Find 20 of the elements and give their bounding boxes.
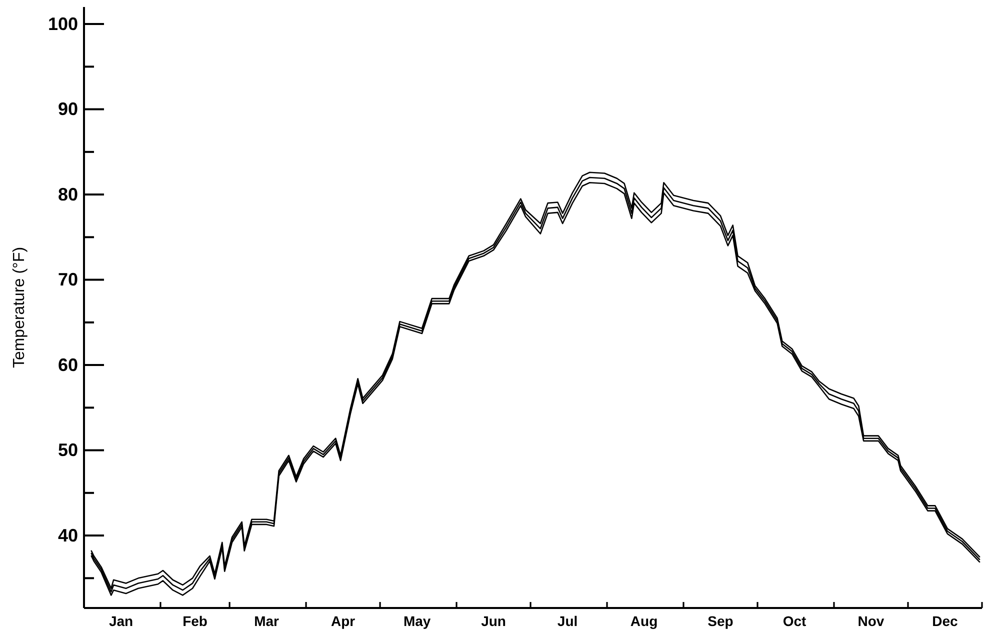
- x-tick-label: Feb: [182, 612, 208, 629]
- x-tick-label: Aug: [630, 612, 658, 629]
- y-tick-label: 70: [58, 270, 78, 290]
- x-tick-label: Mar: [254, 612, 280, 629]
- x-tick-label: Jul: [557, 612, 578, 629]
- x-tick-label: Dec: [932, 612, 958, 629]
- x-tick-label: Jan: [108, 612, 134, 629]
- x-tick-label: Oct: [782, 612, 807, 629]
- y-tick-label: 50: [58, 440, 78, 460]
- y-tick-label: 100: [48, 14, 78, 34]
- x-tick-label: Apr: [330, 612, 356, 629]
- x-tick-label: Nov: [858, 612, 884, 629]
- y-tick-label: 40: [58, 525, 78, 546]
- y-axis-title: Temperature (°F): [10, 246, 28, 368]
- x-tick-label: May: [403, 612, 431, 629]
- y-tick-label: 90: [58, 99, 78, 120]
- y-tick-label: 80: [58, 184, 78, 204]
- y-tick-label: 60: [58, 354, 78, 375]
- x-tick-label: Jun: [481, 612, 506, 629]
- x-tick-label: Sep: [708, 612, 734, 629]
